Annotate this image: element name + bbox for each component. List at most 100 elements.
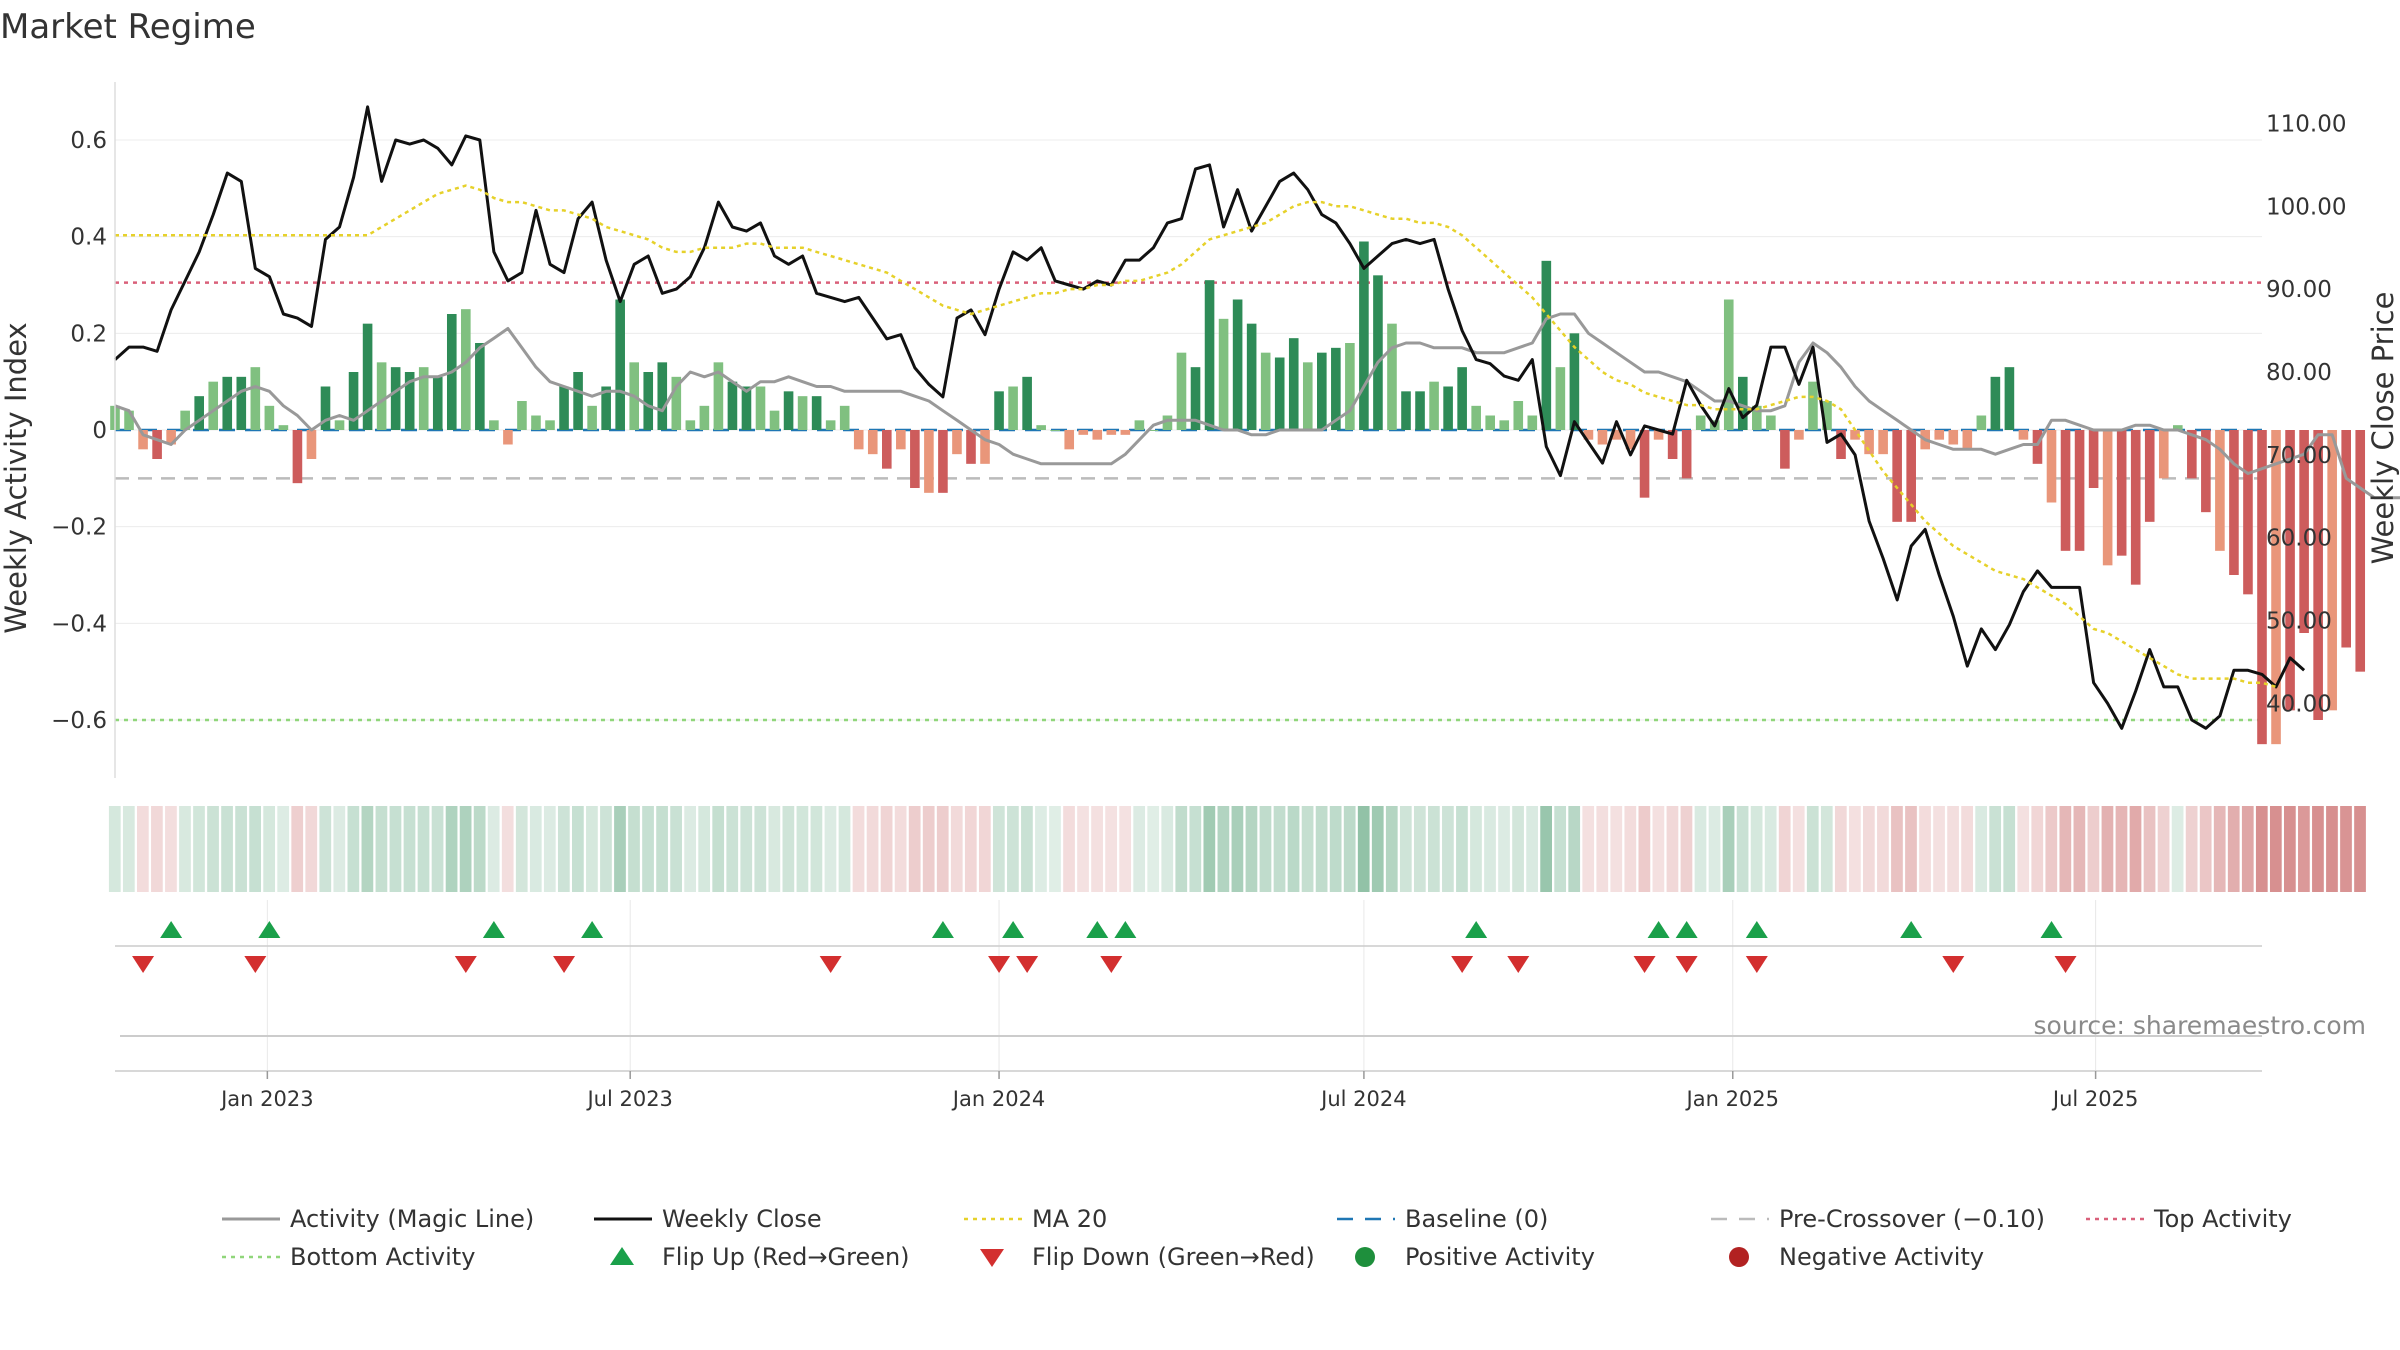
activity-bar [1737,376,1748,430]
reference-lines [115,281,2262,722]
regime-cell [417,806,430,892]
flip-down-marker [244,956,267,973]
y-tick-left: 0.6 [70,128,107,154]
activity-bar [966,430,976,464]
regime-cell [1413,806,1426,892]
regime-cell [2326,806,2338,892]
activity-bar [531,415,541,430]
flip-up-marker [1114,921,1137,938]
activity-bar [1162,415,1173,430]
activity-bar [503,430,513,445]
activity-bar [1597,430,1608,445]
regime-cell [1834,806,1847,892]
activity-bar [1471,405,1481,430]
activity-bar [1752,405,1762,430]
x-tick-label: Jan 2023 [219,1087,314,1111]
regime-cell [1877,806,1889,892]
regime-cell [1147,806,1160,892]
activity-bar [1681,430,1692,479]
regime-cell [1399,806,1412,892]
regime-cell [1666,806,1679,892]
activity-bar [1232,299,1243,430]
activity-bar [2355,430,2366,672]
activity-bar [208,381,219,430]
activity-bar [180,410,190,430]
activity-bar [1976,415,1987,430]
flip-up-marker [581,921,604,938]
flip-down-marker [454,956,477,973]
regime-cell [122,806,135,892]
regime-cell [2073,806,2086,892]
regime-cell [2087,806,2100,892]
activity-bar [1766,415,1776,430]
regime-cell [1736,806,1749,892]
regime-cell [1371,806,1384,892]
regime-cell [1133,806,1146,892]
regime-cell [922,806,935,892]
regime-cell [1203,806,1216,892]
regime-cell [108,806,121,892]
regime-cell [2045,806,2058,892]
regime-cell [1189,806,1202,892]
activity-bar [1906,430,1916,522]
regime-cell [501,806,514,892]
regime-cell [1638,806,1651,892]
activity-bar [1260,352,1271,430]
magic-line [114,312,2400,500]
flip-down-marker [1507,956,1530,973]
regime-cell [136,806,149,892]
regime-cell [165,806,177,892]
regime-cell [1035,806,1047,892]
regime-cell [698,806,711,892]
activity-bar [1274,357,1285,430]
activity-bar [1850,430,1860,440]
regime-cell [1806,806,1819,892]
regime-cell [333,806,346,892]
source-note: source: sharemaestro.com [2034,1011,2367,1040]
activity-bar [2046,430,2057,503]
regime-cell [249,806,261,892]
activity-bar [1948,430,1959,445]
activity-bar [1457,367,1467,430]
regime-cell [2171,806,2184,892]
activity-bar [1429,381,1439,430]
regime-cell [1596,806,1609,892]
activity-bar [924,430,934,493]
activity-bar [867,430,878,455]
legend-item: Positive Activity [1355,1243,1595,1271]
activity-bar [545,420,555,430]
regime-cell [557,806,570,892]
activity-bar [657,362,668,430]
y-tick-right: 70.00 [2266,443,2332,469]
flip-up-marker [1647,921,1670,938]
activity-bar [573,372,583,430]
legend-item: Flip Up (Red→Green) [610,1243,910,1271]
activity-bar [1401,391,1411,430]
activity-bar [334,420,345,430]
flip-down-marker [988,956,1011,973]
regime-cell [1105,806,1117,892]
flip-down-marker [1675,956,1698,973]
activity-bar [2088,430,2099,488]
regime-cell [684,806,697,892]
flip-down-marker [2054,956,2077,973]
flip-up-marker [2040,921,2063,938]
activity-bar [980,430,990,464]
y-tick-right: 100.00 [2266,194,2346,220]
regime-cell [2003,806,2016,892]
regime-cell [1512,806,1524,892]
flip-down-marker [1633,956,1656,973]
regime-cell [1021,806,1033,892]
activity-bar [797,396,808,430]
regime-cell [656,806,668,892]
activity-bar [222,376,233,430]
regime-cell [1975,806,1988,892]
activity-bar [2271,430,2281,745]
activity-bar [938,430,948,493]
activity-bar [1373,275,1383,430]
regime-cell [1470,806,1482,892]
legend-dot-icon [1355,1247,1375,1267]
flip-up-marker [1675,921,1698,938]
regime-cell [1498,806,1510,892]
regime-cell [1049,806,1061,892]
